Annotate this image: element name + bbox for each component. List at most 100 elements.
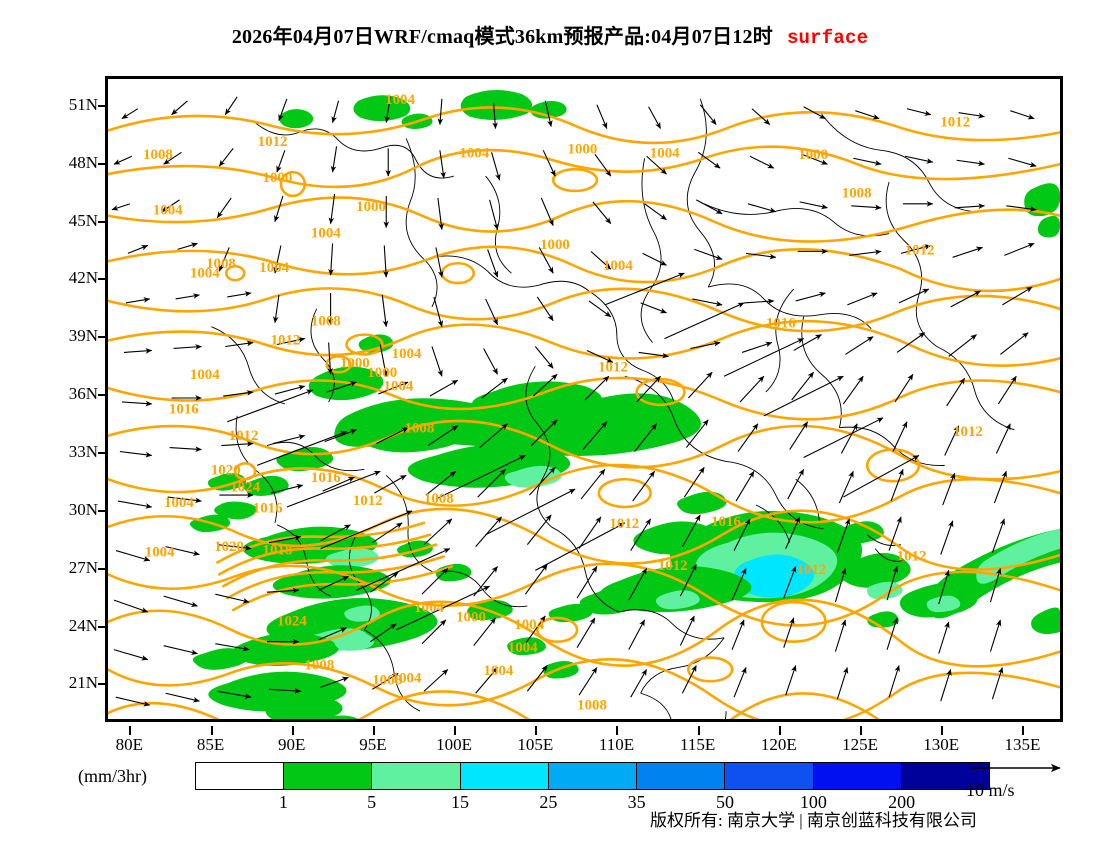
- isobar-label: 1012: [229, 428, 259, 444]
- x-tick-mark: [778, 726, 781, 735]
- colorbar-swatch[interactable]: [813, 763, 902, 789]
- isobar-label: 1000: [798, 147, 828, 163]
- y-tick-mark: [98, 394, 107, 397]
- x-tick-mark: [535, 726, 538, 735]
- isobar-label: 1004: [392, 346, 422, 362]
- isobar-label: 1008: [206, 256, 236, 272]
- isobar-label: 1018: [263, 543, 293, 559]
- isobar-label: 1004: [484, 663, 514, 679]
- colorbar-tick-label: 50: [716, 792, 734, 812]
- y-tick-mark: [98, 683, 107, 686]
- x-tick-label: 120E: [760, 735, 797, 754]
- y-tick-mark: [98, 104, 107, 107]
- y-tick-mark: [98, 509, 107, 512]
- isobar-label: 1000: [456, 610, 486, 626]
- colorbar-swatch[interactable]: [460, 763, 549, 789]
- y-tick-mark: [98, 162, 107, 165]
- isobar-label: 1012: [271, 333, 301, 349]
- x-tick-mark: [210, 726, 213, 735]
- colorbar-swatch[interactable]: [637, 763, 726, 789]
- x-tick-label: 105E: [517, 735, 554, 754]
- isobar-label: 1008: [143, 147, 173, 163]
- y-tick-label: 39N: [68, 326, 98, 346]
- colorbar-swatch[interactable]: [284, 763, 373, 789]
- colorbar-swatches[interactable]: [195, 762, 990, 790]
- precipitation-shading: [189, 90, 1060, 719]
- isobar-label: 1004: [164, 495, 194, 511]
- colorbar-tick-label: 5: [367, 792, 377, 812]
- isobar-label: 1004: [414, 600, 444, 616]
- isobar-label: 1008: [372, 673, 402, 689]
- isobar-label: 1004: [259, 260, 289, 276]
- isobar-label: 1004: [650, 145, 680, 161]
- isobar-label: 1004: [603, 258, 633, 274]
- colorbar-swatch[interactable]: [548, 763, 638, 789]
- isobar-label: 1012: [609, 516, 639, 532]
- isobar-label: 1004: [385, 92, 415, 108]
- x-tick-label: 90E: [278, 735, 306, 754]
- isobar-label: 1016: [711, 514, 741, 530]
- isobar-label: 1016: [253, 501, 283, 517]
- isobar-label: 1004: [190, 266, 220, 282]
- x-tick-mark: [129, 726, 132, 735]
- x-tick-label: 80E: [115, 735, 144, 754]
- x-tick-mark: [697, 726, 700, 735]
- isobar-label: 1012: [905, 243, 935, 259]
- x-tick-label: 115E: [680, 735, 716, 754]
- isobar-label: 1016: [311, 470, 341, 486]
- isobar-label: 1000: [356, 199, 386, 215]
- colorbar-units-label: (mm/3hr): [78, 766, 147, 786]
- isobar-label: 1004: [190, 367, 220, 383]
- isobar-label: 1000: [540, 237, 570, 253]
- wind-arrow-icon: [970, 763, 1061, 773]
- x-tick-label: 130E: [923, 735, 960, 754]
- isobar-label: 1012: [940, 115, 970, 131]
- y-tick-label: 27N: [68, 557, 98, 577]
- y-tick-label: 36N: [68, 384, 98, 404]
- isobar-label: 1000: [340, 356, 370, 372]
- x-axis: 80E 85E 90E 95E 100E 105E 110E 115E 120E 125E 130E…: [105, 726, 1063, 756]
- wind-scale-key: 10 m/s: [958, 758, 1098, 808]
- colorbar-tick-label: 1: [278, 792, 288, 812]
- isobar-label: 1012: [953, 424, 983, 440]
- isobar-label: 1004: [384, 378, 414, 394]
- y-tick-label: 45N: [68, 210, 98, 230]
- y-tick-label: 21N: [68, 673, 98, 693]
- isobar-label: 1024: [230, 480, 260, 496]
- isobar-label: 1008: [304, 657, 334, 673]
- x-tick-mark: [941, 726, 944, 735]
- isobar-label: 1004: [392, 671, 422, 687]
- isobar-label: 1024: [277, 613, 307, 629]
- y-tick-mark: [98, 336, 107, 339]
- map-plot-area[interactable]: 1004 1012 1008 1004 1000 1000 1004 1000 1012 1008…: [105, 76, 1063, 722]
- x-tick-label: 100E: [436, 735, 473, 754]
- colorbar-swatch[interactable]: [372, 763, 461, 789]
- y-tick-label: 30N: [68, 499, 98, 519]
- y-tick-mark: [98, 278, 107, 281]
- isobar-label: 1000: [568, 142, 598, 158]
- isobar-label: 1004: [311, 226, 341, 242]
- isobar-label: 1008: [424, 491, 454, 507]
- colorbar-swatch[interactable]: [725, 763, 814, 789]
- chart-title-level: surface: [786, 27, 869, 49]
- x-tick-mark: [860, 726, 863, 735]
- isobar-label: 1004: [145, 545, 175, 561]
- x-tick-mark: [454, 726, 457, 735]
- y-tick-mark: [98, 452, 107, 455]
- isobar-label: 1004: [459, 145, 489, 161]
- colorbar-tick-labels: 1 5 15 25 35 50 100 200: [195, 792, 990, 816]
- isobar-label: 1012: [258, 134, 288, 150]
- x-tick-label: 125E: [842, 735, 878, 754]
- x-tick-mark: [291, 726, 294, 735]
- isobar-label: 1008: [311, 314, 341, 330]
- y-tick-label: 51N: [68, 94, 98, 114]
- colorbar-swatch[interactable]: [196, 763, 285, 789]
- isobar-label: 1008: [405, 420, 435, 436]
- isobar-label: 1020: [214, 539, 244, 555]
- x-tick-label: 135E: [1004, 735, 1041, 754]
- y-tick-label: 33N: [68, 442, 98, 462]
- colorbar-tick-label: 25: [539, 792, 558, 812]
- isobar-label: 1012: [797, 562, 827, 578]
- colorbar-tick-label: 15: [451, 792, 469, 812]
